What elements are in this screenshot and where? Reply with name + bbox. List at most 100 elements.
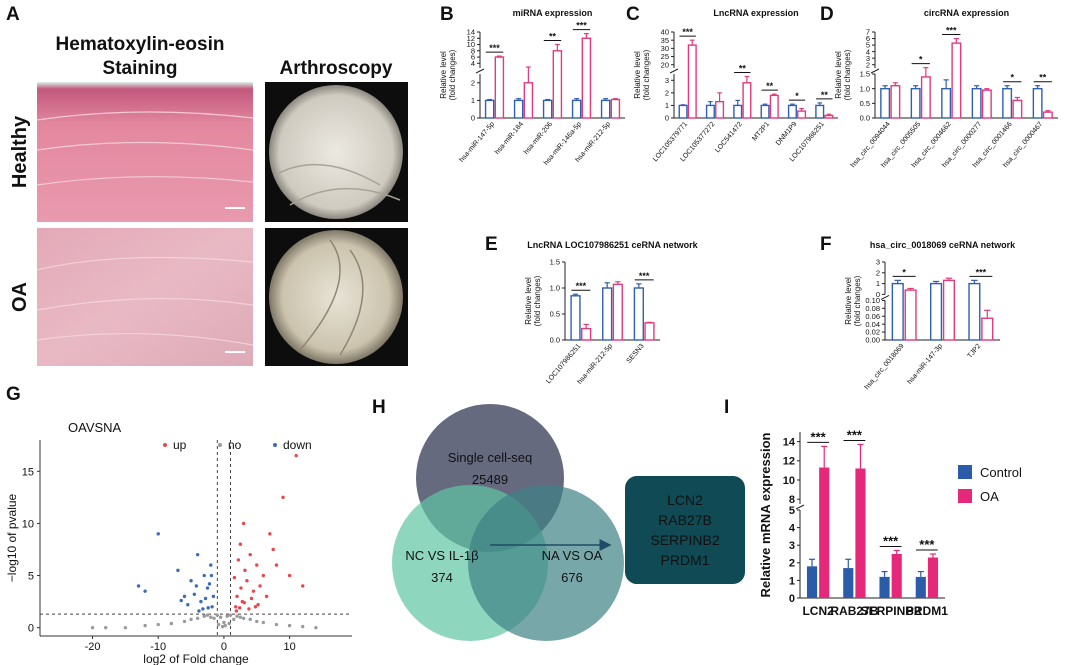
y-tick-label: 12	[783, 456, 795, 468]
y-tick-label: 1	[876, 279, 880, 288]
significance-label: ***	[883, 533, 899, 548]
bar	[581, 37, 592, 119]
point	[239, 586, 243, 590]
point	[281, 495, 285, 500]
x-tick-label: hsa-miR-147-5p	[458, 121, 496, 164]
bar	[890, 85, 901, 119]
y-tick-label: 1.5	[860, 70, 870, 79]
point	[238, 542, 243, 546]
significance-label: **	[766, 81, 774, 91]
point	[258, 584, 262, 588]
y-tick-label: 30	[661, 44, 669, 53]
y-tick-label: 6	[866, 34, 870, 43]
bar	[843, 568, 854, 598]
legend-marker	[218, 443, 222, 447]
legend-label: up	[173, 438, 187, 452]
gene-box	[625, 476, 745, 584]
point	[301, 584, 305, 588]
point	[253, 605, 258, 609]
bar	[815, 104, 825, 119]
he-image	[37, 82, 253, 222]
axis-break	[475, 68, 485, 74]
point	[210, 605, 214, 609]
x-tick-label: LOC541472	[714, 121, 744, 155]
chart-title: LncRNA expression	[713, 8, 798, 18]
point	[235, 614, 239, 618]
bar	[879, 576, 890, 598]
venn-label: Single cell-seq	[448, 450, 533, 465]
point	[189, 617, 193, 622]
y-tick-label: 10	[22, 518, 34, 530]
point	[243, 568, 247, 573]
y-tick-label: 0	[876, 290, 880, 299]
bar	[855, 468, 866, 598]
point	[242, 600, 246, 605]
x-tick-label: PRDM1	[906, 604, 948, 618]
venn-label: NC VS IL-1β	[405, 548, 478, 563]
point	[182, 594, 187, 599]
y-tick-label: 35	[661, 36, 669, 45]
y-tick-label: 3	[665, 76, 669, 85]
y-tick-label: 1	[665, 101, 669, 110]
y-tick-label: 0.06	[865, 312, 880, 321]
point	[271, 547, 275, 552]
gene: RAB27B	[658, 512, 712, 528]
point	[301, 624, 305, 629]
x-tick-label: RAB27B	[830, 604, 878, 618]
point	[202, 573, 206, 578]
significance-label: **	[739, 64, 747, 74]
y-tick-label: 10	[783, 475, 795, 487]
bar	[633, 287, 644, 341]
y-axis-label: Relative level	[834, 51, 843, 99]
point	[225, 614, 229, 618]
bar	[1012, 99, 1023, 119]
point	[206, 606, 210, 610]
y-tick-label: 1.5	[550, 258, 560, 267]
point	[90, 625, 95, 630]
bar	[570, 295, 581, 341]
x-tick-label: hsa-miR-206	[523, 121, 554, 156]
bar	[542, 99, 553, 119]
y-axis-label: (fold changes)	[853, 275, 862, 326]
significance-label: ***	[811, 429, 827, 444]
y-tick-label: 0	[789, 593, 795, 605]
point	[103, 625, 108, 630]
y-tick-label: 5	[866, 41, 870, 50]
y-tick-label: 2	[789, 558, 795, 570]
y-tick-label: 14	[467, 28, 475, 37]
bar	[705, 104, 715, 119]
point	[218, 615, 223, 619]
point	[251, 589, 256, 593]
bar	[760, 104, 770, 119]
bar	[891, 554, 902, 598]
point	[264, 594, 269, 599]
point	[220, 624, 225, 629]
y-tick-label: 8	[789, 494, 795, 506]
point	[215, 613, 220, 617]
y-axis-label: Relative level	[439, 51, 448, 99]
bar	[891, 282, 904, 341]
y-axis-label: Relative mRNA expression	[758, 432, 773, 597]
significance-label: *	[902, 267, 906, 277]
gene: SERPINB2	[650, 532, 719, 548]
x-tick-label: hsa-miR-184	[494, 121, 525, 156]
x-tick-label: 0	[221, 641, 227, 653]
bar	[610, 98, 621, 119]
bar	[769, 94, 779, 119]
axis-break	[669, 68, 679, 74]
y-axis-label: Relative level	[633, 51, 642, 99]
point	[314, 625, 318, 630]
legend-marker	[163, 443, 167, 447]
y-tick-label: 0.08	[865, 304, 880, 313]
point	[143, 589, 147, 593]
bar	[1002, 87, 1013, 119]
point	[194, 584, 199, 588]
significance-label: ***	[919, 537, 935, 552]
bar	[927, 557, 939, 598]
point	[268, 532, 272, 536]
x-tick-label: DNM1P9	[775, 121, 799, 147]
column-title: Arthroscopy	[280, 58, 393, 79]
point	[287, 573, 292, 578]
y-tick-label: 1	[471, 96, 475, 105]
point	[156, 622, 160, 627]
